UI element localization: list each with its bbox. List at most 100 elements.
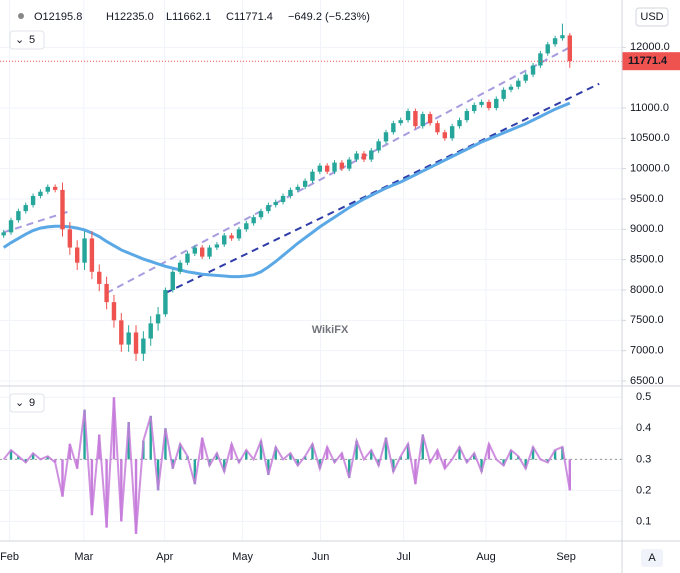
ohlc-open: O12195.8 <box>34 11 82 23</box>
candle-body <box>82 238 87 263</box>
osc-bar <box>31 453 35 460</box>
candle-body <box>199 247 205 257</box>
candle-body <box>16 211 21 221</box>
osc-bar <box>112 397 116 460</box>
osc-bar <box>524 459 527 469</box>
osc-bar <box>392 459 395 472</box>
candle-body <box>508 86 514 90</box>
candle-body <box>501 89 506 99</box>
osc-bar <box>502 459 505 466</box>
candle-body <box>317 165 323 172</box>
y-tick-label: 8000.0 <box>630 284 664 296</box>
candle-body <box>435 123 440 133</box>
candle-body <box>229 235 234 239</box>
candle-body <box>339 162 345 169</box>
osc-bar <box>267 459 270 475</box>
candle-body <box>442 132 448 139</box>
candle-body <box>530 65 536 75</box>
candle-body <box>464 111 470 121</box>
candle-body <box>347 159 352 169</box>
candle-body <box>405 111 411 121</box>
osc-bar <box>105 459 108 528</box>
osc-bar <box>509 450 513 460</box>
ohlc-low: L11662.1 <box>166 11 211 23</box>
watermark: WikiFX <box>312 324 349 336</box>
candle-body <box>30 195 36 206</box>
candle-body <box>332 162 337 172</box>
osc-bar <box>90 459 94 516</box>
candle-body <box>516 80 521 87</box>
candle-body <box>472 104 477 112</box>
osc-bar <box>149 415 152 460</box>
candle-body <box>567 35 573 62</box>
osc-bar <box>193 459 197 485</box>
osc-bar <box>178 443 182 460</box>
osc-bar <box>274 446 277 460</box>
candle-body <box>119 320 124 345</box>
change: −649.2 (−5.23%) <box>288 11 370 23</box>
osc-bar <box>17 456 20 460</box>
candle-body <box>523 74 528 81</box>
auto-scale-button[interactable] <box>641 549 663 567</box>
osc-bar <box>245 450 248 460</box>
candle-body <box>214 244 220 248</box>
candle-body <box>148 323 153 339</box>
candle-body <box>376 141 381 151</box>
candle-body <box>38 191 43 196</box>
ma-legend[interactable] <box>9 30 45 50</box>
candle-body <box>280 195 286 203</box>
osc-bar <box>200 437 204 460</box>
candle-body <box>391 123 396 133</box>
osc-bar <box>487 443 491 460</box>
osc-bar <box>553 450 557 460</box>
currency-box[interactable] <box>635 7 669 27</box>
osc-tick-label: 0.1 <box>636 515 651 527</box>
candle-body <box>192 247 198 254</box>
x-tick-label: Sep <box>556 551 576 563</box>
candle-body <box>560 35 565 39</box>
osc-bar <box>230 443 233 460</box>
osc-bar <box>355 440 358 460</box>
moving-average <box>2 101 571 279</box>
y-tick-label: 9000.0 <box>630 223 664 235</box>
y-tick-label: 10500.0 <box>630 132 670 144</box>
candle-body <box>141 338 146 354</box>
candle-body <box>251 217 256 224</box>
osc-legend[interactable] <box>9 393 45 413</box>
osc-bar <box>406 443 410 460</box>
candle-body <box>449 126 455 139</box>
candle-body <box>104 283 109 303</box>
collapse-icon: ⌄ <box>15 397 24 409</box>
candle-body <box>361 153 367 160</box>
osc-bar <box>436 450 439 460</box>
candle-body <box>8 220 14 233</box>
candle-body <box>413 111 418 127</box>
osc-bar <box>318 459 322 469</box>
candle-body <box>126 332 131 345</box>
osc-bar <box>384 437 388 460</box>
ohlc-high: H12235.0 <box>106 11 154 23</box>
ohlc-close: C11771.4 <box>226 11 273 23</box>
x-tick-label: Aug <box>476 551 496 563</box>
candle-body <box>185 253 190 263</box>
osc-bar <box>164 428 167 460</box>
osc-bar <box>127 422 130 460</box>
candle-body <box>288 189 293 196</box>
candle-body <box>67 229 73 248</box>
y-tick-label: 7500.0 <box>630 314 664 326</box>
osc-bar <box>9 450 13 460</box>
osc-bar <box>53 459 57 463</box>
x-tick-label: Jun <box>312 551 330 563</box>
candle-body <box>170 271 175 290</box>
candle-body <box>545 44 550 54</box>
osc-bar <box>61 459 64 497</box>
ma-label: 5 <box>29 34 35 46</box>
candle-body <box>420 114 425 127</box>
candle-body <box>552 38 558 45</box>
candle-body <box>207 247 212 257</box>
candle-body <box>45 186 50 192</box>
candle-body <box>383 132 389 142</box>
candle-body <box>538 53 543 66</box>
status-dot <box>18 13 24 19</box>
osc-bar <box>156 459 160 491</box>
